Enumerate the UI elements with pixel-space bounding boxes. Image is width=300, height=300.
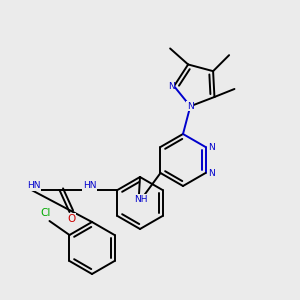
Text: HN: HN (27, 182, 40, 190)
Text: O: O (68, 214, 76, 224)
Text: HN: HN (83, 182, 96, 190)
Text: Cl: Cl (40, 208, 51, 218)
Text: N: N (168, 82, 174, 91)
Text: N: N (208, 142, 215, 152)
Text: NH: NH (134, 194, 147, 203)
Text: N: N (208, 169, 215, 178)
Text: N: N (187, 102, 194, 111)
